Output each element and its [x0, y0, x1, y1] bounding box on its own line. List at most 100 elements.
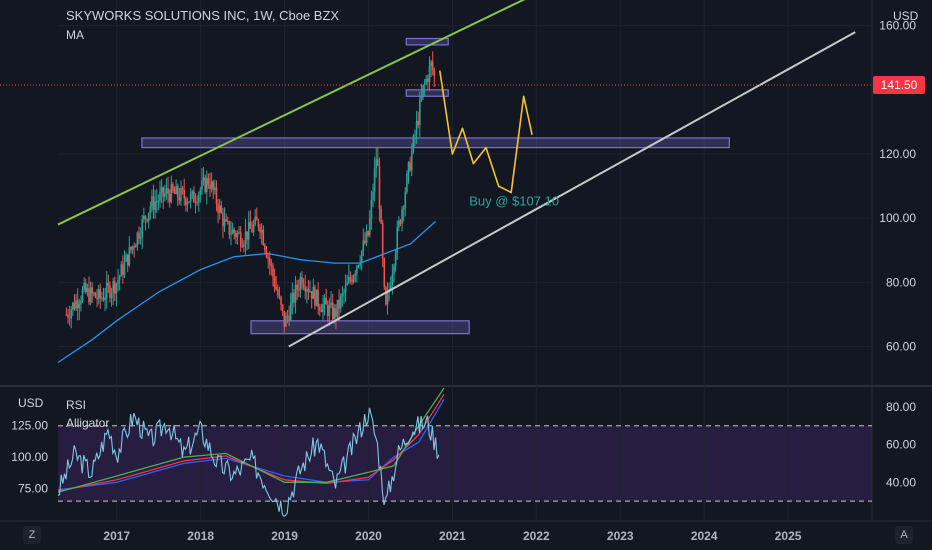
time-tick-label: 2018 — [187, 529, 214, 543]
candle-body — [72, 302, 74, 310]
candle-body — [193, 191, 195, 203]
price-zone[interactable] — [250, 320, 470, 335]
candle-body — [207, 177, 210, 185]
price-tick-label: 160.00 — [879, 19, 916, 33]
candle-body — [75, 300, 77, 309]
candle-body — [406, 173, 408, 193]
candle-body — [370, 199, 373, 219]
candle-body — [223, 219, 226, 227]
candle-body — [88, 288, 90, 303]
price-zone[interactable] — [405, 37, 449, 46]
candle-body — [430, 61, 432, 67]
trendlines — [57, 0, 856, 348]
candle-body — [398, 220, 400, 228]
time-tick-label: 2025 — [775, 529, 802, 543]
candle-body — [256, 216, 258, 221]
candle-body — [373, 168, 376, 193]
candle-body — [349, 277, 352, 280]
price-zone[interactable] — [405, 89, 449, 97]
candle-body — [107, 282, 110, 286]
lower-trendline[interactable] — [288, 31, 856, 348]
price-tick-label: 80.00 — [886, 275, 916, 289]
rsi-tick-label: 60.00 — [886, 438, 916, 452]
candle-body — [415, 120, 418, 135]
candle-body — [141, 219, 144, 238]
candle-body — [125, 254, 127, 262]
candle-body — [230, 233, 232, 235]
candle-body — [104, 297, 106, 301]
candle-body — [362, 240, 365, 251]
candle-body — [419, 99, 421, 125]
last-price-tag — [873, 76, 925, 95]
candle-body — [226, 220, 229, 222]
candle-body — [273, 276, 276, 287]
candle-body — [401, 209, 403, 224]
candle-body — [286, 315, 289, 317]
candle-body — [147, 212, 150, 221]
candle-body — [239, 232, 242, 246]
candle-body — [172, 184, 174, 191]
candle-body — [351, 279, 353, 282]
candle-body — [433, 69, 436, 77]
candle-body — [291, 292, 294, 303]
candle-body — [214, 187, 216, 191]
rsi-label[interactable]: RSI — [66, 398, 87, 412]
candle-body — [328, 305, 331, 317]
currency-label[interactable]: USD — [893, 9, 919, 23]
candle-body — [399, 220, 402, 224]
candle-body — [257, 220, 260, 228]
candle-body — [164, 193, 166, 197]
candle-body — [181, 188, 184, 191]
alligator-label[interactable]: Alligator — [66, 416, 110, 430]
candle-body — [338, 299, 340, 309]
candle-body — [301, 276, 303, 285]
time-axis: 2017 2018 2019 2020 2021 2022 2023 2024 2025 — [103, 529, 801, 543]
log-scale-button[interactable]: Z — [23, 526, 41, 544]
candle-body — [191, 191, 194, 194]
rsi-currency-label[interactable]: USD — [18, 396, 44, 410]
candle-body — [412, 136, 415, 152]
auto-scale-button[interactable]: A — [895, 526, 913, 544]
candle-body — [335, 308, 337, 318]
candle-body — [262, 229, 265, 245]
candle-body — [194, 202, 197, 204]
candle-body — [294, 284, 297, 303]
alligator-tick-label: 75.00 — [18, 482, 48, 496]
candle-body — [264, 244, 266, 251]
candle-body — [344, 285, 347, 293]
candle-body — [180, 188, 182, 201]
candle-body — [414, 134, 416, 137]
price-tick-label: 60.00 — [886, 340, 916, 354]
ma-indicator-label[interactable]: MA — [66, 28, 84, 42]
candle-body — [123, 261, 126, 275]
candle-body — [241, 245, 244, 247]
candle-body — [120, 264, 123, 277]
candle-body — [304, 287, 307, 292]
candle-body — [402, 207, 405, 210]
candle-body — [280, 296, 282, 305]
candle-body — [155, 201, 158, 203]
candle-body — [407, 162, 410, 174]
candle-body — [281, 304, 284, 311]
candle-body — [146, 219, 148, 221]
candle-body — [377, 159, 379, 166]
price-zone[interactable] — [141, 137, 730, 149]
rsi-pane: 40.00 60.00 80.00 75.00 100.00 125.00 — [11, 387, 916, 517]
upper-trendline[interactable] — [57, 0, 536, 226]
candle-body — [322, 304, 324, 312]
candle-body — [364, 240, 366, 244]
candle-body — [380, 208, 382, 224]
candle-body — [212, 181, 215, 191]
projection-curve[interactable] — [439, 70, 533, 194]
candle-body — [409, 162, 411, 171]
candle-body — [144, 215, 147, 220]
candle-body — [275, 286, 277, 290]
candle-body — [420, 95, 423, 100]
candle-body — [251, 228, 253, 233]
candle-body — [404, 192, 407, 208]
candle-body — [189, 193, 192, 202]
price-axis: 60.00 80.00 100.00 120.00 160.00 141.50 — [0, 19, 925, 354]
candle-body — [247, 222, 250, 240]
